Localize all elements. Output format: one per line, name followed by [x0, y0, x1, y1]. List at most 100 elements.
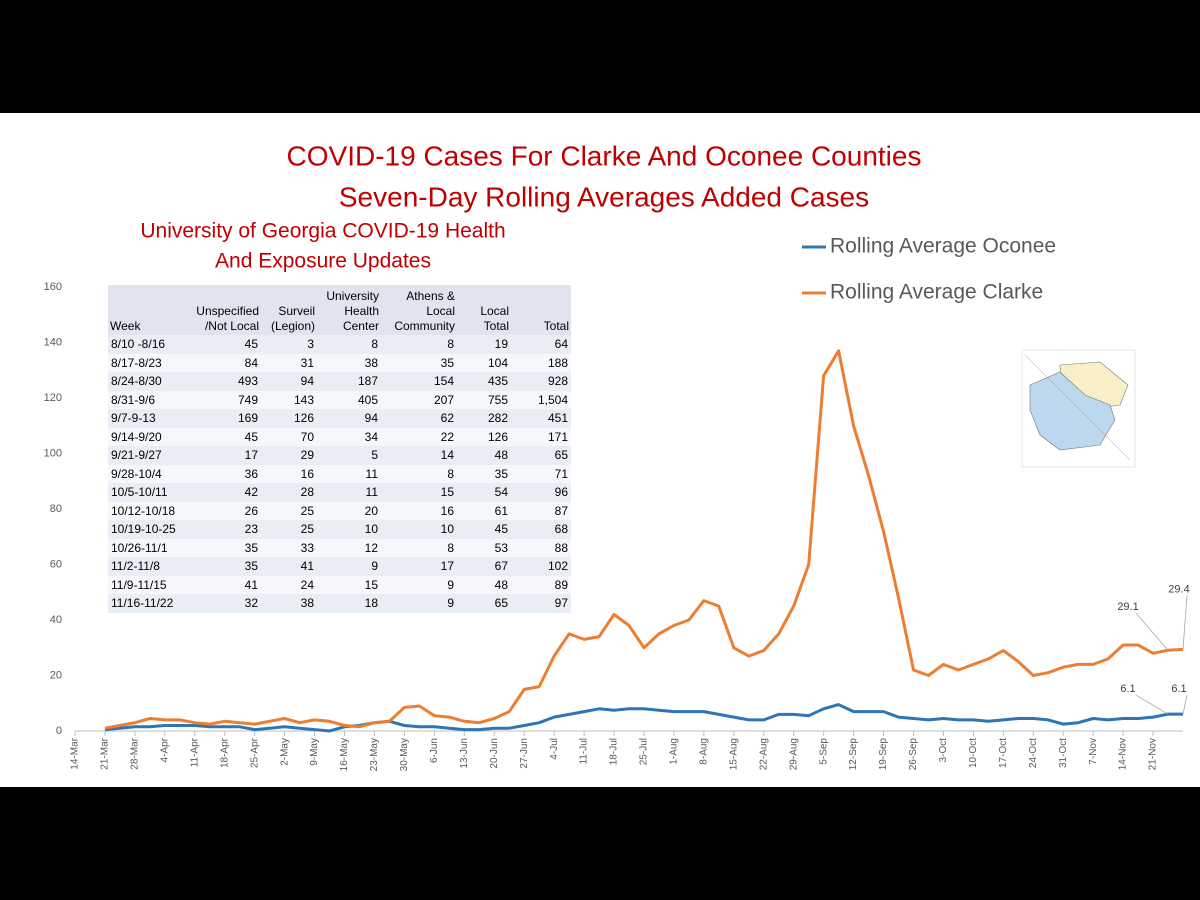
table-cell: 22 [381, 427, 457, 446]
table-cell: 54 [457, 483, 511, 502]
table-cell: 1,504 [511, 390, 571, 409]
table-cell: 42 [187, 483, 261, 502]
table-row: 11/16-11/22 32 38 18 9 65 97 [108, 594, 571, 613]
x-tick-label: 28-Mar [130, 737, 141, 769]
table-cell: 20 [317, 501, 381, 520]
table-cell: 48 [457, 446, 511, 465]
table-cell: 9 [317, 557, 381, 576]
x-tick-label: 5-Sep [818, 738, 829, 765]
table-cell: 41 [187, 575, 261, 594]
column-header: Local Total [457, 285, 511, 335]
table-cell: 17 [381, 557, 457, 576]
chart-title: Seven-Day Rolling Averages Added Cases [339, 181, 869, 212]
table-cell: 14 [381, 446, 457, 465]
x-tick-label: 8-Aug [699, 738, 710, 765]
x-tick-label: 1-Aug [669, 738, 680, 765]
table-cell: 9 [381, 594, 457, 613]
table-cell: 18 [317, 594, 381, 613]
table-cell: 11 [317, 483, 381, 502]
table-row: 11/9-11/15 41 24 15 9 48 89 [108, 575, 571, 594]
leader-line [1135, 694, 1169, 715]
table-cell: 28 [261, 483, 317, 502]
table-cell: 11/16-11/22 [108, 594, 187, 613]
y-tick-label: 80 [50, 503, 62, 515]
table-cell: 70 [261, 427, 317, 446]
table-cell: 25 [261, 520, 317, 539]
table-cell: 65 [511, 446, 571, 465]
table-cell: 26 [187, 501, 261, 520]
table-cell: 282 [457, 409, 511, 428]
table-cell: 8/17-8/23 [108, 353, 187, 372]
table-row: 8/24-8/30 493 94 187 154 435 928 [108, 372, 571, 391]
x-tick-label: 2-May [279, 738, 290, 766]
table-title: And Exposure Updates [215, 250, 431, 273]
x-tick-label: 20-Jun [489, 738, 500, 769]
y-tick-label: 60 [50, 558, 62, 570]
table-cell: 62 [381, 409, 457, 428]
table-cell: 23 [187, 520, 261, 539]
table-cell: 31 [261, 353, 317, 372]
table-cell: 53 [457, 538, 511, 557]
table-cell: 16 [381, 501, 457, 520]
data-label: 29.1 [1117, 601, 1138, 613]
table-cell: 96 [511, 483, 571, 502]
table-cell: 35 [457, 464, 511, 483]
table-cell: 9/14-9/20 [108, 427, 187, 446]
table-cell: 102 [511, 557, 571, 576]
x-tick-label: 18-Jul [609, 738, 620, 765]
table-row: 9/7-9-13 169 126 94 62 282 451 [108, 409, 571, 428]
table-cell: 143 [261, 390, 317, 409]
leader-line [1135, 612, 1169, 651]
table-cell: 9/28-10/4 [108, 464, 187, 483]
column-header: Athens & Local Community [381, 285, 457, 335]
table-cell: 64 [511, 335, 571, 354]
table-row: 8/31-9/6 749 143 405 207 755 1,504 [108, 390, 571, 409]
table-cell: 9/7-9-13 [108, 409, 187, 428]
table-row: 8/10 -8/16 45 3 8 8 19 64 [108, 335, 571, 354]
y-tick-label: 160 [44, 281, 62, 293]
x-tick-label: 23-May [369, 738, 380, 771]
x-tick-label: 11-Apr [189, 737, 200, 767]
series-line [104, 349, 1184, 730]
table-cell: 88 [511, 538, 571, 557]
table-cell: 126 [261, 409, 317, 428]
leader-line [1182, 694, 1188, 715]
header-row: Week Unspecified /Not Local Surveil (Legio… [108, 285, 571, 335]
table-cell: 451 [511, 409, 571, 428]
table-cell: 35 [381, 353, 457, 372]
y-tick-label: 120 [44, 392, 62, 404]
table-cell: 34 [317, 427, 381, 446]
x-tick-label: 14-Mar [70, 737, 81, 769]
table-cell: 38 [317, 353, 381, 372]
data-label: 6.1 [1120, 683, 1135, 695]
table-cell: 41 [261, 557, 317, 576]
column-header: Unspecified /Not Local [187, 285, 261, 335]
table-row: 8/17-8/23 84 31 38 35 104 188 [108, 353, 571, 372]
table-cell: 3 [261, 335, 317, 354]
x-tick-label: 30-May [399, 738, 410, 771]
legend-label: Rolling Average Oconee [830, 235, 1056, 258]
table-row: 9/14-9/20 45 70 34 22 126 171 [108, 427, 571, 446]
table-cell: 33 [261, 538, 317, 557]
table-cell: 169 [187, 409, 261, 428]
x-tick-label: 10-Oct [968, 738, 979, 768]
x-tick-label: 27-Jun [519, 738, 530, 769]
table-cell: 435 [457, 372, 511, 391]
table-cell: 38 [261, 594, 317, 613]
x-tick-label: 9-May [309, 738, 320, 766]
table-cell: 104 [457, 353, 511, 372]
table-cell: 12 [317, 538, 381, 557]
table-cell: 61 [457, 501, 511, 520]
x-tick-label: 7-Nov [1088, 738, 1099, 765]
data-label: 6.1 [1171, 683, 1186, 695]
table-cell: 97 [511, 594, 571, 613]
table-row: 10/5-10/11 42 28 11 15 54 96 [108, 483, 571, 502]
table-cell: 755 [457, 390, 511, 409]
table-cell: 16 [261, 464, 317, 483]
table-cell: 48 [457, 575, 511, 594]
table-cell: 29 [261, 446, 317, 465]
table-cell: 10/26-11/1 [108, 538, 187, 557]
table-cell: 25 [261, 501, 317, 520]
table-cell: 493 [187, 372, 261, 391]
